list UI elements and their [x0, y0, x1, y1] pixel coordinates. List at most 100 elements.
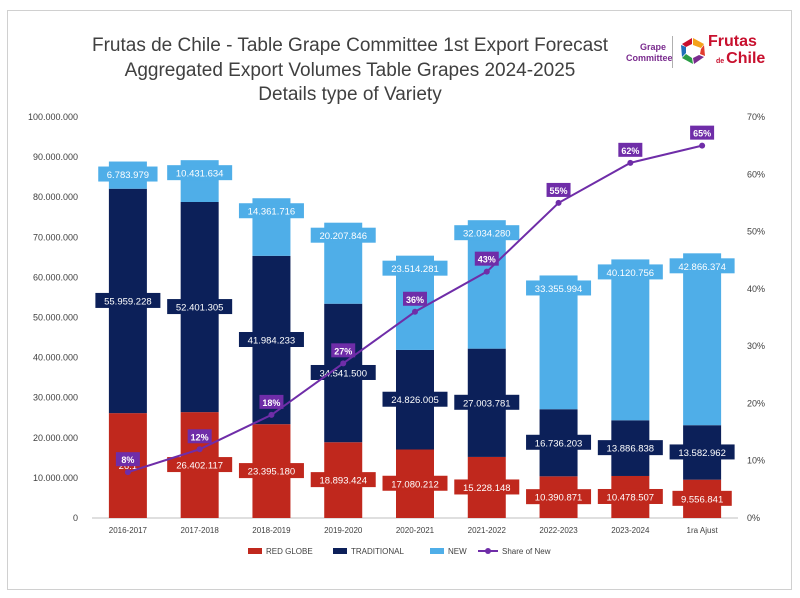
y-axis-left-tick-label: 60.000.000 — [33, 272, 78, 282]
chart-title-line-1: Frutas de Chile - Table Grape Committee … — [91, 35, 609, 56]
share-label-box — [187, 429, 212, 444]
data-label-red-globe: 17.080.212 — [391, 479, 439, 490]
y-axis-right-tick-label: 10% — [747, 456, 765, 466]
grape-committee-logo: Grape Committee — [626, 42, 673, 64]
data-label-box — [382, 475, 448, 491]
legend-key-red-globe — [248, 548, 262, 554]
grape-committee-logo-line1: Grape — [639, 42, 666, 52]
data-label-new: 6.783.979 — [107, 170, 149, 181]
x-axis-category-label: 2023-2024 — [611, 526, 650, 535]
data-label-new: 32.034.280 — [463, 229, 511, 240]
y-axis-left-tick-label: 0 — [73, 513, 78, 523]
data-label-new: 14.361.716 — [248, 207, 296, 218]
data-label-box — [669, 258, 735, 274]
data-label-box — [597, 488, 663, 504]
frutas-de-chile-logo-line1: Frutas — [708, 33, 757, 50]
y-axis-right-tick-label: 0% — [747, 513, 760, 523]
data-label-new: 23.514.281 — [391, 264, 439, 275]
chart-title-line-3: Details type of Variety — [258, 84, 442, 105]
data-label-box — [98, 166, 158, 182]
chart-title-line-2: Aggregated Export Volumes Table Grapes 2… — [124, 60, 576, 81]
x-axis-category-label: 2019-2020 — [324, 526, 363, 535]
y-axis-left-tick-label: 50.000.000 — [33, 313, 78, 323]
data-label-new: 40.120.756 — [607, 268, 655, 279]
share-of-new-point — [555, 199, 562, 206]
data-label-box — [672, 490, 732, 506]
data-label-traditional: 34.541.500 — [319, 368, 367, 379]
data-label-box — [597, 440, 663, 456]
logo-divider — [672, 36, 673, 68]
data-label-traditional: 24.826.005 — [391, 395, 439, 406]
share-of-new-data-label: 8% — [121, 455, 134, 465]
share-of-new-data-label: 12% — [191, 432, 209, 442]
share-label-box — [331, 343, 356, 358]
data-label-traditional: 13.582.962 — [678, 448, 726, 459]
share-label-box — [115, 452, 140, 467]
share-of-new-point — [196, 446, 203, 453]
data-label-box — [454, 394, 520, 410]
data-label-traditional: 27.003.781 — [463, 398, 511, 409]
data-label-traditional: 13.886.838 — [607, 444, 655, 455]
data-label-box — [454, 479, 520, 495]
frutas-de-chile-logo-chile: Chile — [726, 50, 766, 67]
data-label-traditional: 52.401.305 — [176, 303, 224, 314]
share-of-new-point — [483, 268, 490, 275]
y-axis-right-tick-label: 40% — [747, 284, 765, 294]
share-label-box — [474, 251, 499, 266]
bar-segment-new — [467, 220, 506, 349]
data-label-box — [95, 292, 161, 308]
share-label-box — [546, 182, 571, 197]
y-axis-left-tick-label: 80.000.000 — [33, 192, 78, 202]
legend-label-new: NEW — [448, 547, 467, 556]
legend-marker-share-of-new — [485, 548, 491, 554]
share-of-new-data-label: 27% — [334, 346, 352, 356]
frutas-de-chile-logo-de: de — [716, 58, 725, 65]
data-label-box — [310, 227, 376, 243]
legend-label-traditional: TRADITIONAL — [351, 547, 404, 556]
data-label-box — [526, 434, 592, 450]
data-label-traditional: 55.959.228 — [104, 296, 152, 307]
data-label-red-globe: 10.390.871 — [535, 493, 583, 504]
legend-label-share-of-new: Share of New — [502, 547, 551, 556]
data-label-box — [669, 444, 735, 460]
bar-segment-new — [539, 275, 578, 410]
data-label-red-globe: 9.556.841 — [681, 494, 723, 505]
data-label-box — [382, 391, 448, 407]
x-axis-category-label: 1ra Ajust — [687, 526, 719, 535]
bar-segment-new — [611, 259, 650, 421]
data-label-box — [238, 332, 304, 348]
data-label-box — [526, 489, 592, 505]
data-label-box — [238, 463, 304, 479]
share-of-new-point — [699, 142, 706, 149]
data-label-red-globe: 26.1 — [119, 461, 138, 472]
share-of-new-data-label: 36% — [406, 295, 424, 305]
frutas-de-chile-emblem-icon — [681, 38, 705, 64]
data-label-box — [167, 165, 233, 181]
frutas-de-chile-logo-line2: de Chile — [716, 49, 765, 71]
share-of-new-data-label: 18% — [262, 398, 280, 408]
y-axis-left-tick-label: 40.000.000 — [33, 353, 78, 363]
y-axis-left-tick-label: 30.000.000 — [33, 393, 78, 403]
share-of-new-data-label: 55% — [550, 186, 568, 196]
data-label-red-globe: 23.395.180 — [248, 467, 296, 478]
share-of-new-point — [627, 159, 634, 166]
share-of-new-point — [340, 360, 347, 367]
y-axis-left-tick-label: 10.000.000 — [33, 473, 78, 483]
data-label-box — [238, 203, 304, 219]
legend-key-new — [430, 548, 444, 554]
x-axis-category-label: 2021-2022 — [468, 526, 507, 535]
y-axis-right-tick-label: 60% — [747, 169, 765, 179]
share-of-new-point — [412, 308, 418, 315]
bar-segment-new — [683, 253, 722, 426]
share-of-new-point — [268, 411, 275, 418]
data-label-new: 42.866.374 — [678, 262, 726, 273]
data-label-red-globe: 18.893.424 — [319, 476, 367, 487]
y-axis-left-tick-label: 100.000.000 — [28, 112, 78, 122]
data-label-traditional: 41.984.233 — [248, 336, 296, 347]
share-of-new-data-label: 65% — [693, 129, 711, 139]
x-axis-category-label: 2016-2017 — [109, 526, 148, 535]
y-axis-left-tick-label: 90.000.000 — [33, 152, 78, 162]
share-label-box — [403, 291, 427, 306]
data-label-box — [526, 280, 592, 296]
